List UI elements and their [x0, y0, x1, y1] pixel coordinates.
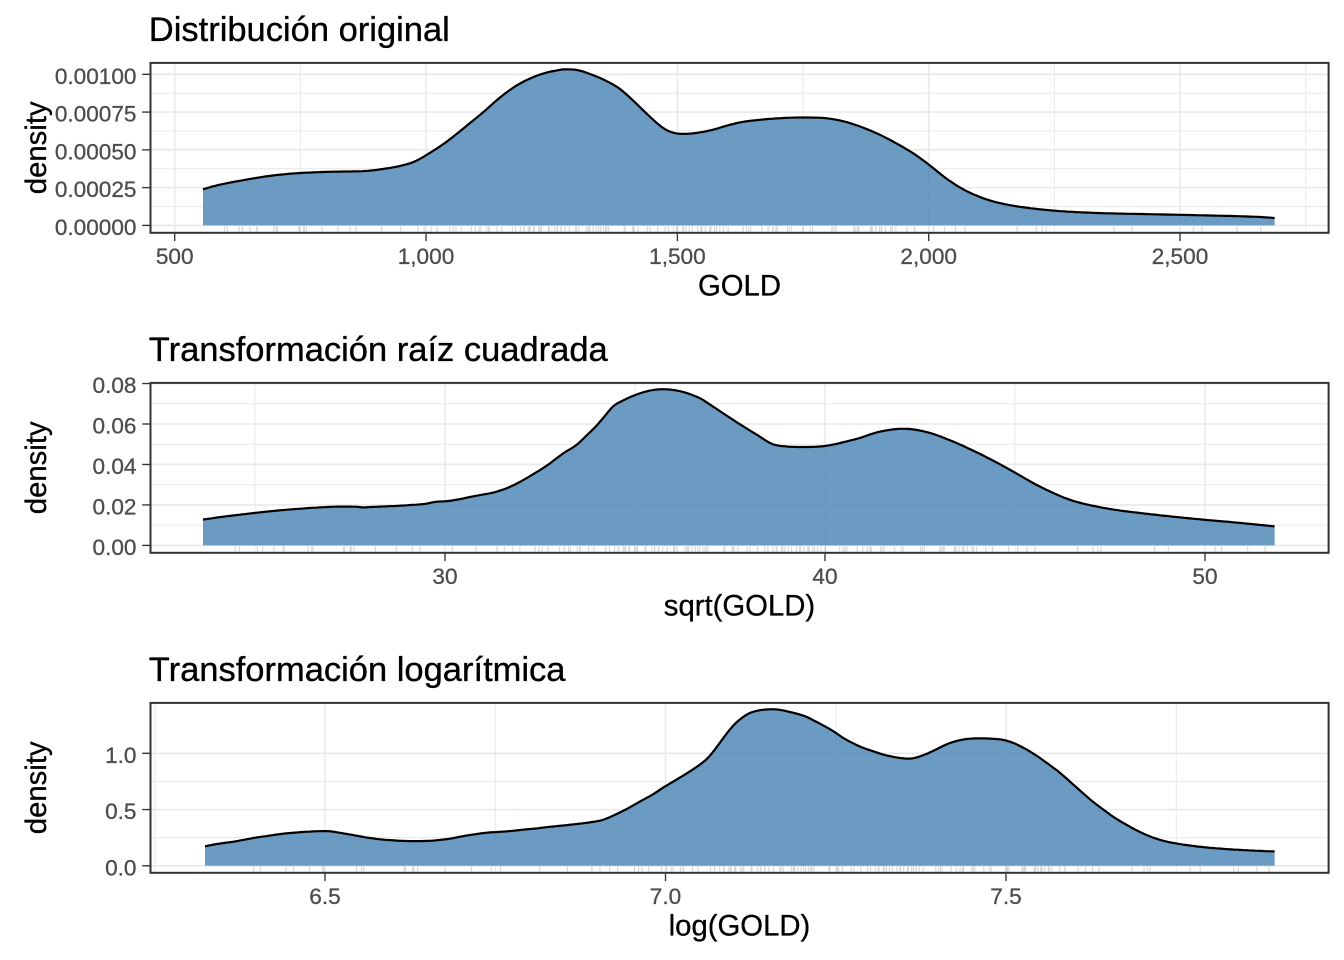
svg-text:0.00075: 0.00075: [55, 102, 137, 127]
svg-text:0.00: 0.00: [93, 535, 137, 560]
svg-text:2,000: 2,000: [900, 244, 957, 269]
svg-text:log(GOLD): log(GOLD): [669, 910, 811, 943]
svg-text:0.00100: 0.00100: [55, 64, 137, 89]
svg-text:0.00050: 0.00050: [55, 139, 137, 164]
svg-text:density: density: [20, 741, 53, 834]
svg-text:0.04: 0.04: [93, 454, 137, 479]
svg-text:0.02: 0.02: [93, 495, 137, 520]
svg-text:6.5: 6.5: [309, 884, 340, 909]
svg-text:0.00025: 0.00025: [55, 177, 137, 202]
svg-text:sqrt(GOLD): sqrt(GOLD): [664, 590, 815, 623]
svg-text:50: 50: [1192, 564, 1217, 589]
svg-text:density: density: [20, 421, 53, 514]
svg-text:2,500: 2,500: [1152, 244, 1209, 269]
svg-text:0.0: 0.0: [105, 855, 136, 880]
svg-text:0.00000: 0.00000: [55, 215, 137, 240]
svg-text:0.5: 0.5: [105, 799, 136, 824]
svg-text:0.08: 0.08: [93, 373, 137, 398]
svg-text:1,000: 1,000: [398, 244, 455, 269]
svg-text:30: 30: [432, 564, 457, 589]
svg-text:Transformación raíz cuadrada: Transformación raíz cuadrada: [149, 331, 609, 369]
svg-text:1.0: 1.0: [105, 743, 136, 768]
svg-text:0.06: 0.06: [93, 414, 137, 439]
svg-text:7.0: 7.0: [650, 884, 681, 909]
svg-text:Distribución original: Distribución original: [149, 11, 450, 49]
svg-text:Transformación logarítmica: Transformación logarítmica: [149, 651, 567, 689]
svg-text:7.5: 7.5: [990, 884, 1021, 909]
svg-text:40: 40: [812, 564, 837, 589]
svg-text:1,500: 1,500: [649, 244, 706, 269]
svg-text:500: 500: [156, 244, 194, 269]
svg-text:density: density: [20, 101, 53, 194]
svg-text:GOLD: GOLD: [698, 270, 781, 303]
